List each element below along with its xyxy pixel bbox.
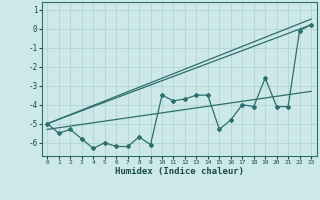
X-axis label: Humidex (Indice chaleur): Humidex (Indice chaleur) [115,167,244,176]
